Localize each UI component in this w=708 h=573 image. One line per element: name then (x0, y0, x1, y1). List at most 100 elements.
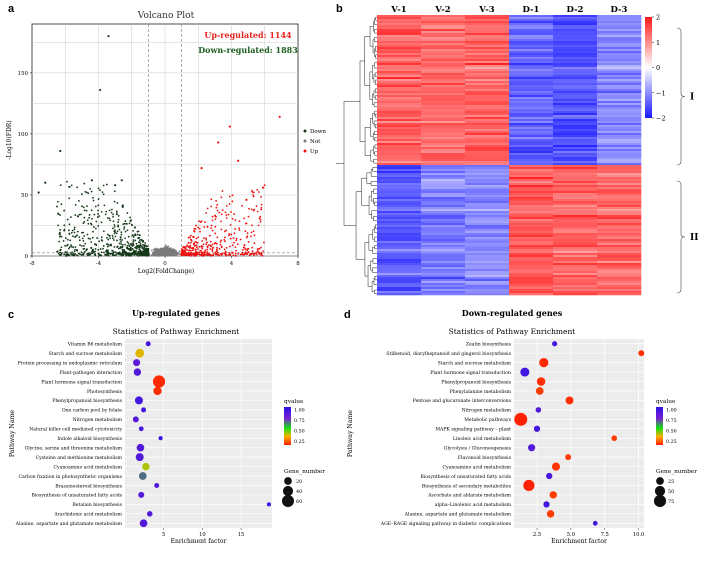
heatmap-cell (421, 159, 466, 162)
down-regulated-point (141, 246, 144, 249)
up-regulated-point (247, 241, 250, 243)
down-regulated-point (83, 220, 86, 223)
up-regulated-point (190, 239, 193, 241)
heatmap-cell (509, 193, 554, 196)
heatmap-cell (553, 283, 598, 286)
pathway-label: Nitrogen metabolism (462, 408, 512, 414)
enrichment-dot (533, 425, 541, 432)
up-regulated-point (208, 244, 210, 246)
heatmap-cell (597, 239, 642, 242)
down-regulated-point (114, 231, 117, 234)
up-regulated-point (229, 245, 231, 248)
heatmap-cell (465, 65, 510, 68)
qvalue-tick-label: 1.00 (666, 408, 677, 414)
down-regulated-point (117, 225, 119, 228)
heatmap-cell (553, 209, 598, 212)
heatmap-cell (509, 127, 554, 130)
heatmap-cell (421, 75, 466, 78)
heatmap-cell (597, 69, 642, 72)
up-regulated-point (247, 251, 250, 253)
heatmap-cell (377, 207, 422, 210)
down-regulated-point (132, 240, 135, 243)
heatmap-cell (597, 203, 642, 206)
down-regulated-point (74, 253, 77, 255)
heatmap-cell (553, 31, 598, 34)
heatmap-cell (465, 187, 510, 190)
up-regulated-point (228, 195, 231, 198)
heatmap-cell (465, 245, 510, 248)
heatmap-cell (509, 75, 554, 78)
heatmap-cell (465, 83, 510, 86)
up-regulated-point (184, 248, 187, 250)
up-regulated-point (189, 236, 191, 239)
down-regulated-point (60, 253, 63, 256)
heatmap-cell (377, 259, 422, 262)
heatmap-cell (553, 85, 598, 88)
down-regulated-point (123, 228, 125, 230)
heatmap-cell (597, 157, 642, 160)
up-regulated-point (216, 236, 219, 239)
heatmap-cell (509, 79, 554, 82)
heatmap-cell (465, 183, 510, 186)
up-regulated-point (243, 244, 246, 246)
not-significant-point (156, 250, 159, 253)
down-regulated-point (70, 216, 72, 219)
not-significant-point (158, 250, 160, 253)
heatmap-cell (597, 263, 642, 266)
up-regulated-point (235, 249, 237, 252)
heatmap-cell (597, 59, 642, 62)
heatmap-cell (377, 255, 422, 258)
up-regulated-point (225, 217, 228, 219)
down-enrichment-panel: Down-regulated genes Statistics of Pathw… (347, 308, 697, 545)
up-regulated-point (199, 230, 201, 233)
heatmap-cell (509, 71, 554, 74)
up-regulated-point (243, 217, 246, 220)
up-regulated-point (206, 248, 209, 251)
down-regulated-point (106, 252, 109, 255)
heatmap-cell (465, 291, 510, 294)
volcano-x-axis-label: Log2(FoldChange) (138, 268, 194, 275)
volcano-x-tick-label: 4 (230, 261, 234, 267)
heatmap-cell (597, 243, 642, 246)
up-regulated-point (223, 236, 226, 239)
heatmap-cell (377, 75, 422, 78)
heatmap-cell (509, 39, 554, 42)
up-regulated-point (181, 248, 183, 251)
pathway-label: Phenylalanine metabolism (450, 389, 512, 395)
heatmap-cell (553, 151, 598, 154)
heatmap-cell (421, 115, 466, 118)
down-regulated-point (135, 242, 138, 245)
up-regulated-point (196, 246, 198, 249)
down-regulated-point (97, 209, 99, 212)
up-regulated-point (218, 254, 221, 257)
heatmap-cell (421, 237, 466, 240)
heatmap-cell (465, 207, 510, 210)
up-regulated-point (228, 252, 231, 254)
heatmap-cell (597, 91, 642, 94)
heatmap-cell (421, 169, 466, 172)
heatmap-cell (553, 63, 598, 66)
heatmap-cell (421, 133, 466, 136)
up-regulated-point (211, 215, 214, 218)
heatmap-cell (597, 115, 642, 118)
down-regulated-point (123, 226, 126, 229)
cluster-brackets: III (676, 27, 698, 294)
heatmap-cell (553, 123, 598, 126)
down-regulated-point (67, 238, 69, 241)
heatmap-cell (465, 25, 510, 28)
heatmap-cell (553, 119, 598, 122)
down-regulated-point (123, 249, 126, 252)
down-regulated-point (138, 241, 141, 243)
up-regulated-point (237, 252, 240, 255)
heatmap-cell (597, 151, 642, 154)
pathway-label: Photosynthesis (87, 389, 123, 395)
heatmap-cell (377, 35, 422, 38)
heatmap-cell (597, 107, 642, 110)
heatmap-cell (421, 267, 466, 270)
heatmap-cell (509, 217, 554, 220)
down-regulated-point (106, 249, 108, 251)
qvalue-tick-label: 0.75 (666, 418, 677, 424)
down-regulated-point (76, 215, 79, 217)
up-regulated-point (193, 242, 196, 245)
heatmap-cell (553, 65, 598, 68)
